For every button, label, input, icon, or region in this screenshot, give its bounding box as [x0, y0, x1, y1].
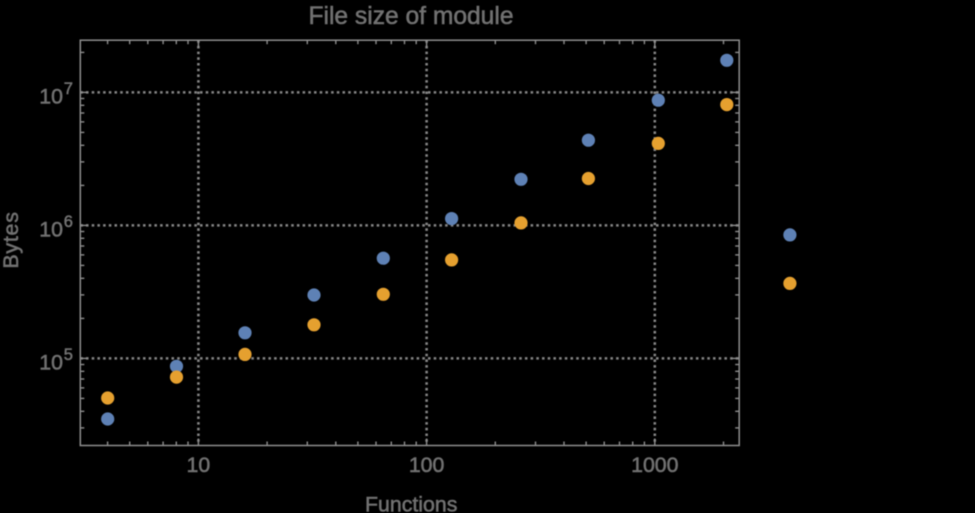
svg-text:10: 10 [39, 85, 63, 109]
svg-text:100: 100 [409, 453, 445, 477]
svg-text:5: 5 [64, 346, 73, 364]
svg-text:10: 10 [39, 351, 63, 375]
svg-text:File size of module: File size of module [308, 3, 513, 30]
svg-text:Bytes: Bytes [0, 211, 23, 268]
svg-text:10: 10 [187, 453, 211, 477]
svg-text:6: 6 [64, 213, 73, 231]
svg-text:1000: 1000 [631, 453, 679, 477]
svg-text:Functions: Functions [365, 493, 457, 513]
svg-text:7: 7 [64, 80, 73, 98]
svg-text:10: 10 [39, 218, 63, 242]
